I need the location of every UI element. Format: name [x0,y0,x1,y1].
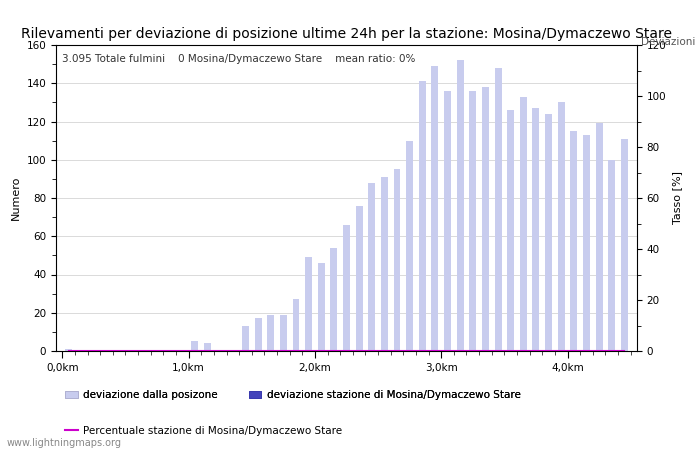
Bar [419,81,426,351]
Text: Deviazioni: Deviazioni [640,37,695,47]
Text: www.lightningmaps.org: www.lightningmaps.org [7,438,122,448]
Y-axis label: Tasso [%]: Tasso [%] [672,171,682,225]
Bar [406,140,413,351]
Bar [242,326,249,351]
Bar [330,248,337,351]
Bar [293,299,300,351]
Legend: deviazione dalla posizone, deviazione stazione di Mosina/Dymaczewo Stare: deviazione dalla posizone, deviazione st… [61,386,525,404]
Bar [280,315,287,351]
Bar [431,66,438,351]
Bar [356,206,363,351]
Bar [192,342,198,351]
Bar [533,108,540,351]
Bar [255,319,262,351]
Bar [621,139,628,351]
Bar [381,177,388,351]
Bar [596,123,603,351]
Bar [305,257,312,351]
Bar [583,135,590,351]
Legend: Percentuale stazione di Mosina/Dymaczewo Stare: Percentuale stazione di Mosina/Dymaczewo… [61,422,346,440]
Bar [393,169,400,351]
Bar [343,225,350,351]
Bar [608,160,615,351]
Bar [545,114,552,351]
Bar [482,87,489,351]
Bar [267,315,274,351]
Bar [204,343,211,351]
Bar [318,263,325,351]
Bar [469,91,476,351]
Bar [508,110,514,351]
Text: 3.095 Totale fulmini    0 Mosina/Dymaczewo Stare    mean ratio: 0%: 3.095 Totale fulmini 0 Mosina/Dymaczewo … [62,54,415,64]
Bar [444,91,451,351]
Bar [456,60,463,351]
Bar [558,103,565,351]
Y-axis label: Numero: Numero [11,176,21,220]
Bar [520,97,527,351]
Bar [570,131,578,351]
Title: Rilevamenti per deviazione di posizione ultime 24h per la stazione: Mosina/Dymac: Rilevamenti per deviazione di posizione … [21,27,672,41]
Bar [368,183,375,351]
Bar [65,349,72,351]
Bar [495,68,501,351]
